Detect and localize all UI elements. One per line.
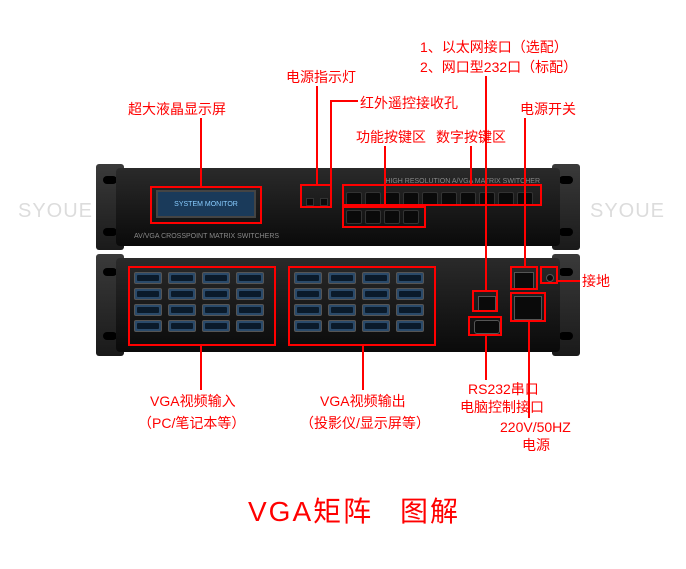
label-power-spec: 220V/50HZ — [500, 418, 571, 436]
label-power-led: 电源指示灯 — [286, 68, 356, 86]
line-num — [470, 146, 472, 186]
label-vga-out-sub: （投影仪/显示屏等） — [300, 414, 430, 432]
label-rs232-sub: 电脑控制接口 — [460, 398, 544, 416]
box-vga-in — [128, 266, 276, 346]
box-fn-keys — [342, 206, 426, 228]
line-power-led — [316, 86, 318, 186]
line-ground — [558, 280, 580, 282]
line-lcd — [200, 118, 202, 186]
line-vga-in — [200, 346, 202, 390]
box-ground — [540, 266, 558, 284]
box-net — [472, 290, 498, 312]
box-lcd — [150, 186, 262, 224]
line-ir-h — [330, 100, 358, 102]
label-lcd: 超大液晶显示屏 — [128, 100, 226, 118]
watermark-left: SYOUE — [18, 200, 93, 223]
front-bottom-text: AV/VGA CROSSPOINT MATRIX SWITCHERS — [134, 233, 279, 240]
line-power-spec — [528, 322, 530, 418]
line-net-v — [485, 76, 487, 292]
label-num: 数字按键区 — [436, 128, 506, 146]
label-ethernet: 1、以太网接口（选配） — [420, 38, 568, 56]
box-rs232 — [468, 316, 502, 336]
label-ground: 接地 — [582, 272, 610, 290]
label-power-spec-sub: 电源 — [522, 436, 550, 454]
label-ir: 红外遥控接收孔 — [360, 94, 458, 112]
label-vga-in: VGA视频输入 — [150, 392, 236, 410]
label-vga-in-sub: （PC/笔记本等） — [138, 414, 245, 432]
box-vga-out — [288, 266, 436, 346]
line-ir — [330, 100, 332, 186]
line-pwr-switch — [524, 118, 526, 266]
box-pwr-switch — [510, 266, 538, 290]
box-num-keys — [342, 184, 542, 206]
line-rs232 — [485, 336, 487, 380]
label-pwr-switch: 电源开关 — [520, 100, 576, 118]
label-rj232: 2、网口型232口（标配） — [420, 58, 577, 76]
page-title-a: VGA矩阵 — [248, 490, 373, 530]
page-title-b: 图解 — [400, 490, 460, 530]
label-vga-out: VGA视频输出 — [320, 392, 406, 410]
box-pwr-inlet — [510, 292, 546, 322]
watermark-right: SYOUE — [590, 200, 665, 223]
label-fn: 功能按键区 — [356, 128, 426, 146]
line-vga-out — [362, 346, 364, 390]
box-power-area — [300, 184, 332, 208]
line-fn — [384, 146, 386, 206]
